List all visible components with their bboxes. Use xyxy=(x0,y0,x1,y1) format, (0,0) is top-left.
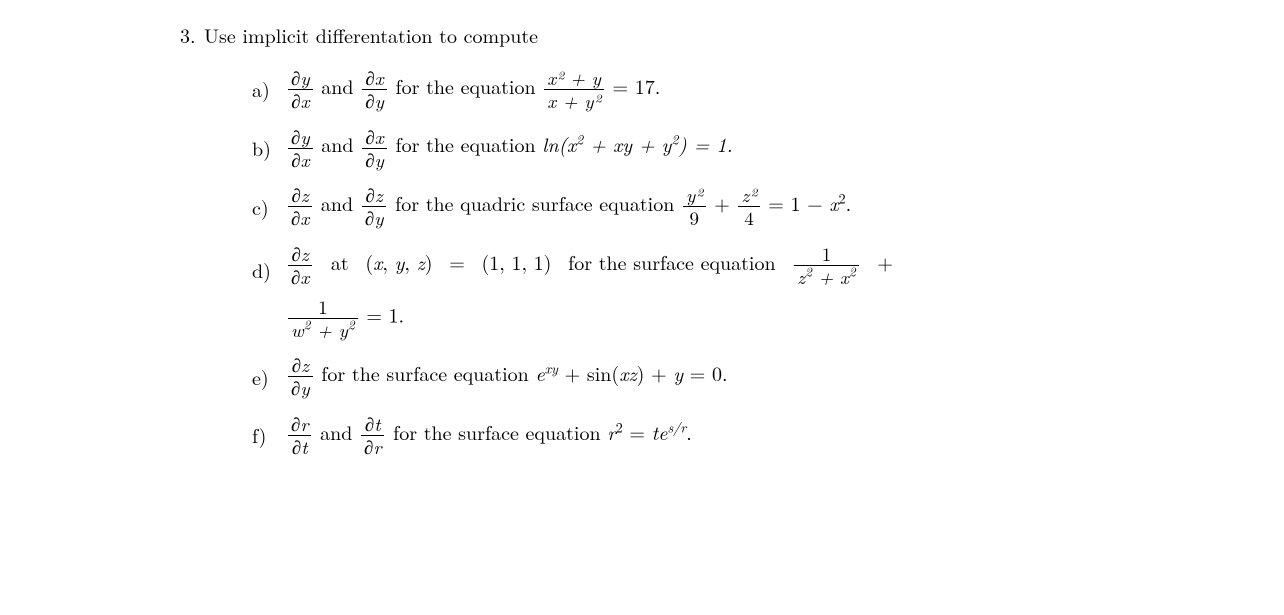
at-text: at xyxy=(331,247,349,276)
partial-derivative: ∂z ∂x xyxy=(288,184,312,229)
subproblem-c: c) ∂z ∂x and ∂z ∂y for the quadric surfa… xyxy=(252,184,1194,229)
subproblem-f: f) ∂r ∂t and ∂t ∂r for the surface equat… xyxy=(252,413,1194,458)
point-text: (x, y, z) = (1, 1, 1) xyxy=(365,247,551,276)
for-text: for the surface equation xyxy=(393,417,600,446)
equation-fraction: x² + y x + y² xyxy=(544,67,604,112)
equation-text: ln(x2 + xy + y2) = 1. xyxy=(542,129,732,158)
fraction: z² 4 xyxy=(738,184,759,229)
sub-problem-list: a) ∂y ∂x and ∂x ∂y for the equation x² +… xyxy=(204,67,1194,458)
subproblem-label: f) xyxy=(252,422,266,448)
partial-derivative: ∂x ∂y xyxy=(362,126,387,171)
equals-text: = 17. xyxy=(613,71,661,100)
subproblem-label: a) xyxy=(252,76,270,102)
subproblem-label: b) xyxy=(252,135,271,161)
continuation-line: 1 w2 + y2 = 1. xyxy=(286,296,1194,341)
plus-text: + xyxy=(714,188,730,217)
subproblem-body: ∂z ∂y for the surface equation exy + sin… xyxy=(286,358,728,387)
subproblem-e: e) ∂z ∂y for the surface equation exy + … xyxy=(252,354,1194,399)
equation-text: exy + sin(xz) + y = 0. xyxy=(535,358,727,387)
for-text: for the equation xyxy=(396,71,536,100)
plus-text: + xyxy=(877,247,893,276)
for-text: for the surface equation xyxy=(321,358,528,387)
subproblem-label: c) xyxy=(252,194,269,220)
partial-derivative: ∂t ∂r xyxy=(361,413,384,458)
partial-derivative: ∂y ∂x xyxy=(288,67,313,112)
partial-derivative: ∂z ∂y xyxy=(288,354,313,399)
problem-number: 3. xyxy=(180,20,196,49)
subproblem-body: ∂z ∂x and ∂z ∂y for the quadric surface … xyxy=(286,188,851,217)
subproblem-label: e) xyxy=(252,364,269,390)
subproblem-body: ∂r ∂t and ∂t ∂r for the surface equation… xyxy=(286,417,692,446)
subproblem-label: d) xyxy=(252,257,271,283)
subproblem-body: ∂z ∂x at (x, y, z) = (1, 1, 1) for the s… xyxy=(286,247,893,276)
partial-derivative: ∂z ∂x xyxy=(288,243,312,288)
subproblem-b: b) ∂y ∂x and ∂x ∂y for the equation ln(x… xyxy=(252,126,1194,171)
for-text: for the quadric surface equation xyxy=(395,188,674,217)
fraction: 1 z2 + x2 xyxy=(794,243,858,288)
and-text: and xyxy=(320,417,352,446)
equation-text: r2 = tes/r. xyxy=(607,417,692,446)
subproblem-body: ∂y ∂x and ∂x ∂y for the equation x² + y … xyxy=(286,71,660,100)
partial-derivative: ∂x ∂y xyxy=(362,67,387,112)
for-text: for the surface equation xyxy=(568,247,775,276)
partial-derivative: ∂r ∂t xyxy=(288,413,311,458)
and-text: and xyxy=(321,188,353,217)
problem-3: 3. Use implicit differentation to comput… xyxy=(180,20,1194,458)
equals-text: = 1. xyxy=(366,299,404,328)
fraction: y² 9 xyxy=(683,184,706,229)
problem-intro: Use implicit differentation to compute xyxy=(204,20,1194,49)
equals-text: = 1 − x2. xyxy=(768,188,851,217)
partial-derivative: ∂y ∂x xyxy=(288,126,313,171)
subproblem-d: d) ∂z ∂x at (x, y, z) = (1, 1, 1) for th… xyxy=(252,243,1194,340)
for-text: for the equation xyxy=(396,129,536,158)
partial-derivative: ∂z ∂y xyxy=(362,184,387,229)
and-text: and xyxy=(321,129,353,158)
and-text: and xyxy=(321,71,353,100)
subproblem-a: a) ∂y ∂x and ∂x ∂y for the equation x² +… xyxy=(252,67,1194,112)
fraction: 1 w2 + y2 xyxy=(288,296,358,341)
subproblem-body: ∂y ∂x and ∂x ∂y for the equation ln(x2 +… xyxy=(286,129,733,158)
